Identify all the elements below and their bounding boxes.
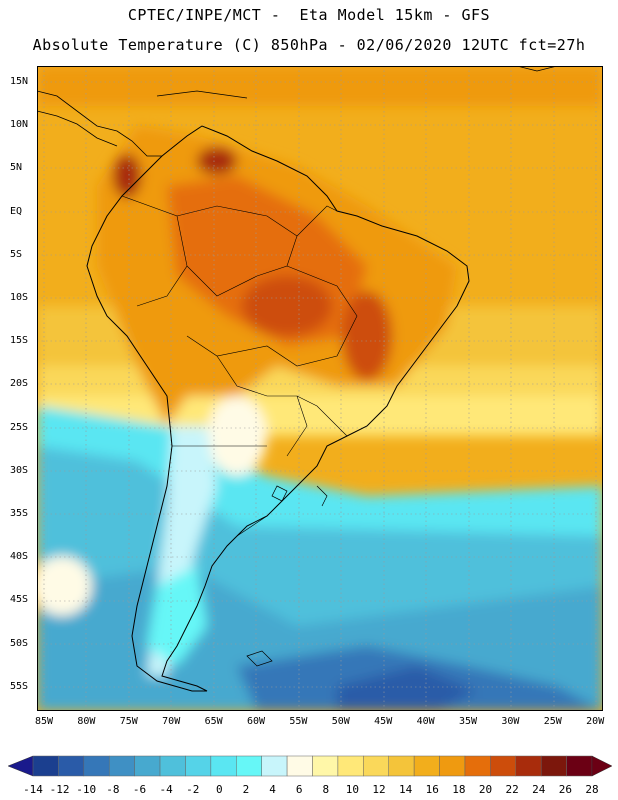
colorbar-label: 26 [558,783,572,796]
lon-label: 60W [246,716,266,727]
lat-label: 15S [10,335,29,347]
colorbar-label: 12 [372,783,386,796]
colorbar-label: -10 [76,783,97,796]
colorbar-swatch [134,755,161,777]
map-subtitle: Absolute Temperature (C) 850hPa - 02/06/… [32,36,586,54]
colorbar-swatch [83,755,110,777]
lat-label: 25S [10,421,29,433]
colorbar-label: -14 [23,783,43,796]
colorbar-swatch [236,755,262,777]
lon-label: 30W [501,716,520,727]
lon-label: 70W [162,716,181,727]
colorbar-swatch [439,755,466,777]
map-border [37,66,603,711]
colorbar-swatch [566,755,593,777]
colorbar-label: 24 [532,783,546,796]
colorbar-label: 20 [478,783,493,796]
country-borders [121,195,358,537]
lat-label: 35S [10,508,29,519]
coastal-features [246,485,328,667]
colorbar-swatch [363,755,389,777]
colorbar-swatch [312,755,339,777]
colorbar-swatch [185,755,212,777]
lon-label: 45W [374,716,393,727]
colorbar-swatch [210,755,237,777]
colorbar [7,755,613,777]
colorbar-swatch [108,755,135,777]
colorbar-label: -6 [132,783,147,796]
lon-label: 20W [586,716,605,727]
colorbar-swatch [261,755,288,777]
lat-label: 10N [10,119,29,131]
lon-label: 75W [119,716,138,727]
lon-label: 80W [77,716,96,727]
colorbar-label: 8 [322,783,330,796]
map-title: CPTEC/INPE/MCT - Eta Model 15km - GFS [127,6,491,24]
colorbar-swatch [464,755,491,777]
lat-label: 5S [10,248,23,260]
lon-label: 65W [204,716,223,727]
temperature-map [37,66,603,711]
colorbar-swatch [159,755,186,777]
lon-label: 85W [34,716,54,727]
lat-label: 10S [10,292,29,303]
colorbar-high-arrow [591,755,613,777]
colorbar-label: 2 [242,783,250,796]
lat-label: 30S [10,464,29,476]
colorbar-swatch [32,755,59,777]
lat-label: 50S [10,637,29,649]
lat-label: 45S [10,594,29,606]
colorbar-label: -8 [106,783,120,796]
colorbar-swatch [515,755,542,777]
lon-label: 40W [416,716,435,727]
colorbar-label: 22 [505,783,519,796]
colorbar-swatch [540,755,567,777]
colorbar-label: 4 [269,783,276,796]
colorbar-label: -12 [49,783,70,796]
lat-label: EQ [10,205,23,217]
colorbar-label: -4 [159,783,173,796]
lat-label: 55S [10,680,29,692]
colorbar-label: -2 [186,783,200,796]
south-america-outline [86,125,470,692]
colorbar-label: 16 [425,783,439,796]
colorbar-swatch [388,755,415,777]
colorbar-label: 0 [216,783,223,796]
lat-label: 40S [10,551,29,563]
lon-label: 50W [331,716,350,727]
lat-label: 20S [10,378,29,390]
colorbar-swatch [286,755,313,777]
colorbar-label: 28 [585,783,599,796]
lon-label: 55W [289,716,308,727]
colorbar-swatch [58,755,85,777]
lat-label: 5N [10,162,23,174]
colorbar-label: 10 [345,783,360,796]
central-america-outline [37,66,558,157]
colorbar-swatch [413,755,440,777]
colorbar-label: 6 [295,783,303,796]
lon-label: 25W [543,716,562,727]
colorbar-label: 18 [452,783,466,796]
colorbar-swatch [490,755,517,777]
colorbar-low-arrow [7,755,34,777]
colorbar-swatches [7,755,613,777]
lon-label: 35W [458,716,478,727]
colorbar-label: 14 [399,783,413,796]
colorbar-swatch [337,755,364,777]
lat-label: 15N [10,76,29,87]
